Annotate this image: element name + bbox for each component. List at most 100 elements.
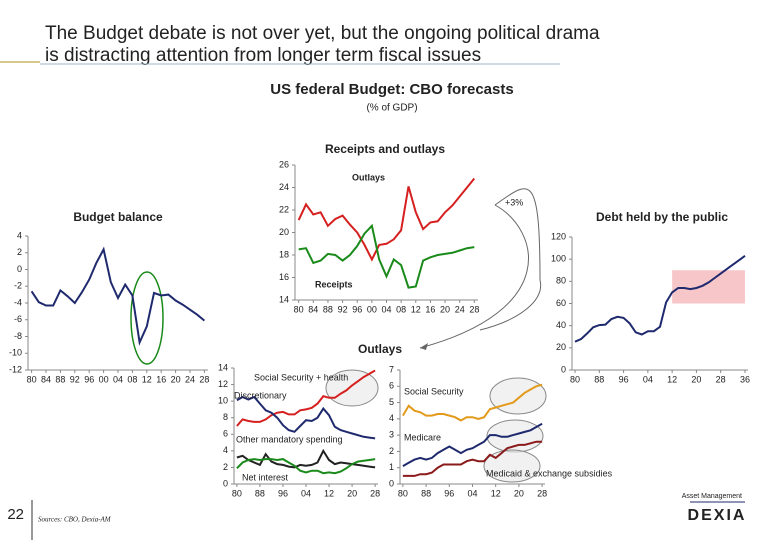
- x-tick-label: 96: [444, 488, 454, 498]
- arrow: [479, 188, 542, 331]
- x-tick-label: 80: [570, 374, 580, 384]
- slide-title: The Budget debate is not over yet, but t…: [45, 23, 600, 44]
- x-tick-label: 24: [455, 304, 465, 314]
- series-line: [297, 177, 476, 262]
- y-tick-label: 4: [389, 413, 394, 423]
- y-tick-label: 14: [218, 362, 228, 372]
- series-label: Social Security: [404, 386, 464, 396]
- shaded-region: [672, 270, 745, 304]
- y-tick-label: 60: [556, 298, 566, 308]
- y-tick-label: 16: [279, 272, 289, 282]
- x-tick-label: 04: [467, 488, 477, 498]
- outlays-heading: Outlays: [358, 342, 402, 356]
- x-tick-label: 24: [185, 374, 195, 384]
- x-tick-label: 96: [278, 488, 288, 498]
- x-tick-label: 88: [323, 304, 333, 314]
- y-tick-label: 2: [389, 446, 394, 456]
- logo-caption: Asset Management: [682, 493, 742, 500]
- x-tick-label: 80: [398, 488, 408, 498]
- arrow: [419, 204, 529, 349]
- y-tick-label: -6: [14, 314, 22, 324]
- x-tick-label: 04: [381, 304, 391, 314]
- logo: DEXIA: [688, 507, 747, 524]
- y-tick-label: 1: [389, 462, 394, 472]
- x-tick-label: 88: [594, 374, 604, 384]
- x-tick-label: 28: [370, 488, 380, 498]
- y-tick-label: 20: [279, 227, 289, 237]
- y-tick-label: 100: [551, 254, 566, 264]
- x-tick-label: 80: [294, 304, 304, 314]
- x-tick-label: 20: [171, 374, 181, 384]
- y-tick-label: 40: [556, 320, 566, 330]
- x-tick-label: 88: [255, 488, 265, 498]
- y-tick-label: 6: [389, 381, 394, 391]
- heading: US federal Budget: CBO forecasts: [270, 81, 513, 98]
- series-line: [236, 395, 376, 440]
- sources: Sources: CBO, Dexia-AM: [38, 516, 112, 524]
- y-tick-label: 10: [218, 396, 228, 406]
- series-label: Medicare: [404, 432, 441, 442]
- y-tick-label: 26: [279, 159, 289, 169]
- series-label: Social Security + health: [254, 372, 348, 382]
- x-tick-label: 00: [367, 304, 377, 314]
- x-tick-label: 84: [308, 304, 318, 314]
- series-line: [402, 440, 543, 477]
- y-tick-label: 22: [279, 204, 289, 214]
- y-tick-label: 4: [17, 230, 22, 240]
- x-tick-label: 92: [70, 374, 80, 384]
- chart-title: Debt held by the public: [596, 210, 728, 224]
- y-tick-label: 2: [223, 462, 228, 472]
- highlight-ellipse: [325, 369, 379, 407]
- y-tick-label: 7: [389, 364, 394, 374]
- y-tick-label: -10: [9, 348, 22, 358]
- annotation: +3%: [505, 197, 523, 207]
- x-tick-label: 28: [716, 374, 726, 384]
- x-tick-label: 20: [514, 488, 524, 498]
- series-label: Receipts: [315, 279, 353, 289]
- x-tick-label: 12: [411, 304, 421, 314]
- highlight-ellipse: [483, 449, 541, 483]
- x-tick-label: 28: [537, 488, 547, 498]
- x-tick-label: 96: [619, 374, 629, 384]
- x-tick-label: 88: [421, 488, 431, 498]
- x-tick-label: 36: [740, 374, 750, 384]
- series-label: Medicaid & exchange subsidies: [486, 468, 613, 478]
- highlight-ellipse: [489, 377, 547, 415]
- y-tick-label: 14: [279, 294, 289, 304]
- y-tick-label: 120: [551, 231, 566, 241]
- y-tick-label: 0: [17, 264, 22, 274]
- series-label: Outlays: [352, 172, 385, 182]
- x-tick-label: 84: [41, 374, 51, 384]
- x-tick-label: 16: [156, 374, 166, 384]
- x-tick-label: 28: [469, 304, 479, 314]
- x-tick-label: 92: [338, 304, 348, 314]
- y-tick-label: 4: [223, 445, 228, 455]
- y-tick-label: 5: [389, 397, 394, 407]
- series-label: Net interest: [242, 472, 289, 482]
- y-tick-label: 20: [556, 342, 566, 352]
- y-tick-label: 18: [279, 249, 289, 259]
- subheading: (% of GDP): [366, 103, 417, 114]
- x-tick-label: 20: [347, 488, 357, 498]
- x-tick-label: 12: [491, 488, 501, 498]
- x-tick-label: 28: [199, 374, 209, 384]
- x-tick-label: 04: [643, 374, 653, 384]
- y-tick-label: 24: [279, 182, 289, 192]
- y-tick-label: -2: [14, 281, 22, 291]
- y-tick-label: 6: [223, 429, 228, 439]
- y-tick-label: 0: [389, 478, 394, 488]
- x-tick-label: 88: [55, 374, 65, 384]
- x-tick-label: 80: [27, 374, 37, 384]
- x-tick-label: 96: [352, 304, 362, 314]
- y-tick-label: 0: [561, 364, 566, 374]
- y-tick-label: 12: [218, 379, 228, 389]
- x-tick-label: 12: [142, 374, 152, 384]
- x-tick-label: 96: [84, 374, 94, 384]
- series-label: Other mandatory spending: [236, 434, 343, 444]
- x-tick-label: 04: [301, 488, 311, 498]
- series-line: [402, 383, 543, 422]
- y-tick-label: -12: [9, 364, 22, 374]
- y-tick-label: -4: [14, 297, 22, 307]
